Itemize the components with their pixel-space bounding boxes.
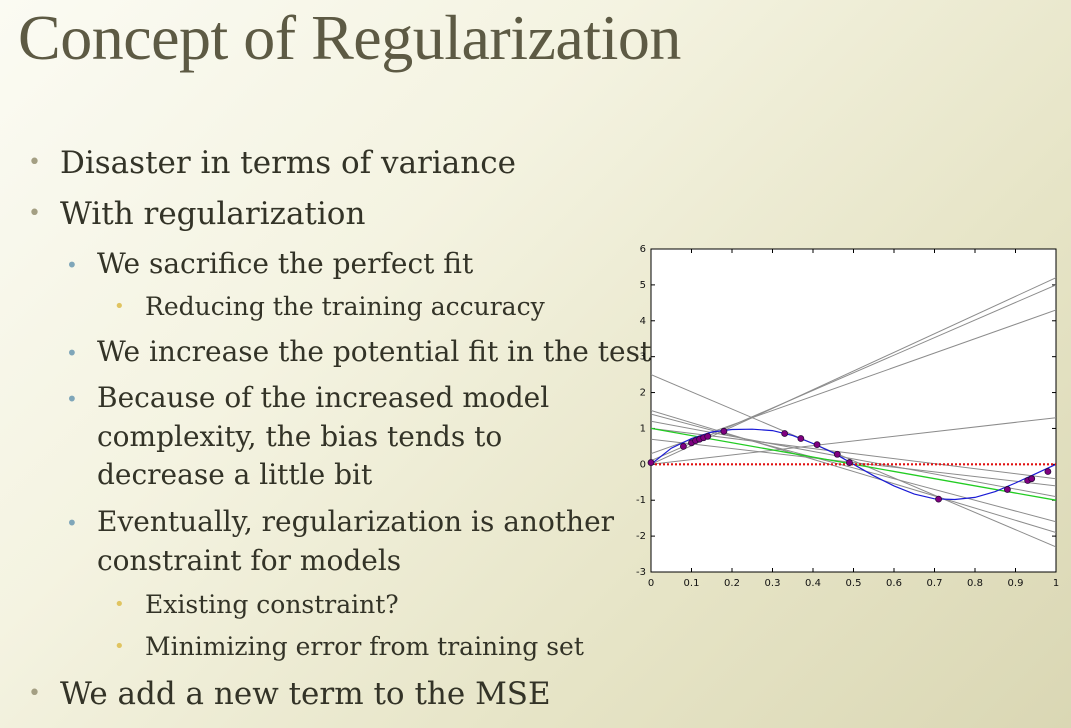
fit-series-line xyxy=(651,413,1056,523)
x-tick-label: 0.8 xyxy=(967,578,983,589)
y-tick-label: 6 xyxy=(640,244,646,255)
fit-series-line xyxy=(651,309,1056,455)
bullet-icon: • xyxy=(66,253,78,277)
sub-sub-bullet-item: Existing constraint? xyxy=(145,590,399,619)
y-tick-label: 1 xyxy=(640,423,646,434)
data-point xyxy=(833,450,841,458)
bullet-icon: • xyxy=(66,341,78,365)
x-tick-label: 0 xyxy=(648,578,654,589)
bullet-icon: • xyxy=(28,681,41,706)
fit-series-line xyxy=(651,277,1056,465)
data-point xyxy=(781,430,789,437)
x-tick-label: 0.3 xyxy=(765,578,781,589)
bullet-item: With regularization xyxy=(60,196,366,232)
data-point xyxy=(1044,468,1052,475)
y-tick-label: 5 xyxy=(640,280,646,291)
data-point xyxy=(797,435,805,442)
sub-sub-bullet-item: Reducing the training accuracy xyxy=(145,292,545,321)
data-point xyxy=(704,432,712,440)
fit-series-line xyxy=(651,438,1056,487)
bullet-icon: • xyxy=(114,594,125,615)
fit-series-line xyxy=(651,417,1056,465)
data-point xyxy=(720,427,728,435)
y-tick-label: 4 xyxy=(640,316,646,327)
x-tick-label: 0.5 xyxy=(846,578,862,589)
bullet-icon: • xyxy=(28,201,41,226)
bullet-icon: • xyxy=(66,387,78,411)
sub-bullet-item: Eventually, regularization is another xyxy=(97,505,615,538)
y-tick-label: -1 xyxy=(636,495,646,506)
fit-series-line xyxy=(651,374,1056,548)
x-tick-label: 0.2 xyxy=(724,578,740,589)
x-tick-label: 0.1 xyxy=(684,578,700,589)
sub-bullet-item-line: decrease a little bit xyxy=(97,458,373,491)
data-point xyxy=(846,459,853,466)
sub-bullet-item-line: constraint for models xyxy=(97,544,402,577)
regression-fit-chart: 0 0.1 0.2 0.3 0.4 0.5 0.6 0.7 0.8 0.9 1 6 5 4 3 2 1 0 -1 -2… xyxy=(636,244,1059,589)
y-tick-label: 3 xyxy=(640,352,646,363)
x-tick-label: 0.9 xyxy=(1008,578,1024,589)
data-point xyxy=(647,459,655,466)
y-tick-label: 0 xyxy=(640,459,646,470)
data-point xyxy=(1003,486,1011,493)
sub-bullet-item: Because of the increased model xyxy=(97,381,550,414)
data-point xyxy=(813,441,821,448)
bullet-icon: • xyxy=(66,511,78,535)
sub-bullet-item: We sacrifice the perfect fit xyxy=(97,247,474,280)
slide-title: Concept of Regularization xyxy=(18,2,681,73)
x-tick-label: 0.4 xyxy=(805,578,821,589)
x-tick-label: 1 xyxy=(1053,578,1059,589)
data-point xyxy=(680,442,687,450)
x-tick-label: 0.6 xyxy=(886,578,902,589)
data-point xyxy=(1028,475,1036,483)
sub-bullet-item-line: complexity, the bias tends to xyxy=(97,420,503,453)
bullet-item: Disaster in terms of variance xyxy=(60,145,516,181)
bullet-icon: • xyxy=(114,636,125,657)
y-tick-label: -3 xyxy=(636,567,646,578)
fit-series-line xyxy=(651,427,1056,480)
x-tick-label: 0.7 xyxy=(927,578,943,589)
bullet-item: We add a new term to the MSE xyxy=(60,676,551,712)
fit-series-line xyxy=(651,420,1056,498)
bullet-icon: • xyxy=(28,150,41,175)
sub-sub-bullet-item: Minimizing error from training set xyxy=(145,632,584,661)
bullet-icon: • xyxy=(114,296,125,317)
data-point xyxy=(935,495,942,503)
sub-bullet-item: We increase the potential fit in the tes… xyxy=(97,335,652,368)
y-tick-label: 2 xyxy=(640,388,646,399)
curve-series-line xyxy=(651,428,1056,501)
y-tick-label: -2 xyxy=(636,531,646,542)
plot-area xyxy=(650,248,1057,573)
